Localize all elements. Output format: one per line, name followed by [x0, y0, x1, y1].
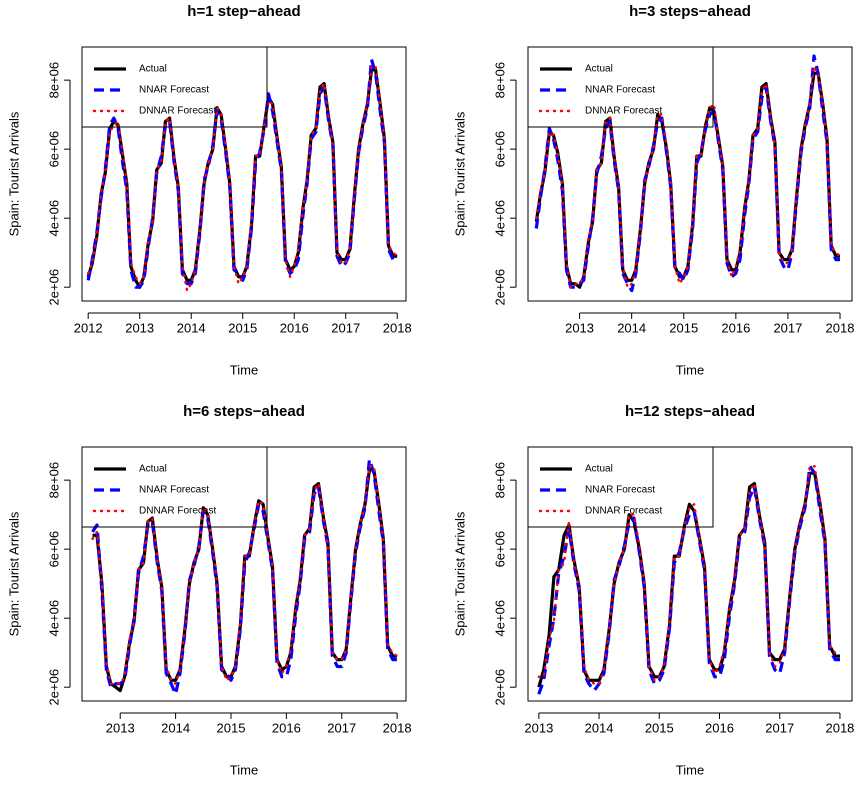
x-axis-label: Time — [676, 362, 704, 377]
y-tick-label: 4e+06 — [46, 600, 61, 637]
series-line — [537, 464, 840, 695]
y-tick-label: 8e+06 — [46, 62, 61, 99]
chart-title: h=1 step−ahead — [187, 3, 300, 20]
x-tick-label: 2018 — [825, 720, 854, 735]
y-tick-label: 2e+06 — [492, 669, 507, 706]
y-tick-label: 8e+06 — [492, 462, 507, 499]
x-tick-label: 2015 — [645, 720, 674, 735]
y-tick-label: 8e+06 — [492, 62, 507, 99]
legend-label: Actual — [585, 64, 613, 75]
series-line — [87, 65, 399, 292]
y-tick-label: 2e+06 — [492, 269, 507, 306]
legend-label: NNAR Forecast — [585, 85, 655, 96]
x-tick-label: 2013 — [524, 720, 553, 735]
x-tick-label: 2018 — [383, 720, 412, 735]
legend-label: NNAR Forecast — [585, 485, 655, 496]
legend-label: Actual — [139, 64, 167, 75]
legend-box — [81, 446, 268, 528]
y-tick-label: 6e+06 — [492, 531, 507, 568]
y-axis-label: Spain: Tourist Arrivals — [6, 511, 21, 636]
y-axis-label: Spain: Tourist Arrivals — [6, 111, 21, 236]
x-tick-label: 2015 — [228, 320, 257, 335]
x-tick-label: 2016 — [272, 720, 301, 735]
x-tick-label: 2015 — [669, 320, 698, 335]
y-tick-label: 2e+06 — [46, 669, 61, 706]
x-axis-label: Time — [230, 762, 258, 777]
x-axis-label: Time — [230, 362, 258, 377]
x-tick-label: 2015 — [217, 720, 246, 735]
x-tick-label: 2012 — [74, 320, 103, 335]
x-tick-label: 2014 — [617, 320, 646, 335]
y-tick-label: 6e+06 — [46, 131, 61, 168]
x-tick-label: 2017 — [765, 720, 794, 735]
legend-label: Actual — [585, 464, 613, 475]
x-tick-label: 2017 — [773, 320, 802, 335]
series-line — [535, 65, 842, 289]
plot-frame — [527, 46, 853, 302]
y-tick-label: 4e+06 — [492, 600, 507, 637]
legend-box — [527, 446, 714, 528]
series-line — [534, 54, 840, 293]
x-tick-label: 2018 — [826, 320, 855, 335]
legend-label: Actual — [139, 464, 167, 475]
x-axis-label: Time — [676, 762, 704, 777]
x-tick-label: 2014 — [177, 320, 206, 335]
y-tick-label: 6e+06 — [492, 131, 507, 168]
series-line — [537, 465, 842, 685]
legend-box — [527, 46, 714, 128]
x-tick-label: 2014 — [161, 720, 190, 735]
x-tick-label: 2014 — [585, 720, 614, 735]
y-axis-label: Spain: Tourist Arrivals — [452, 511, 467, 636]
legend-label: DNNAR Forecast — [585, 106, 662, 117]
legend-label: DNNAR Forecast — [139, 106, 216, 117]
series-line — [86, 68, 398, 289]
y-tick-label: 2e+06 — [46, 269, 61, 306]
legend-label: DNNAR Forecast — [139, 506, 216, 517]
legend-box — [81, 46, 268, 128]
y-tick-label: 4e+06 — [46, 200, 61, 237]
chart-title: h=6 steps−ahead — [183, 403, 305, 420]
x-tick-label: 2016 — [705, 720, 734, 735]
x-tick-label: 2016 — [721, 320, 750, 335]
x-tick-label: 2018 — [383, 320, 412, 335]
x-tick-label: 2013 — [106, 720, 135, 735]
x-tick-label: 2017 — [327, 720, 356, 735]
series-line — [86, 57, 398, 289]
y-axis-label: Spain: Tourist Arrivals — [452, 111, 467, 236]
chart-title: h=12 steps−ahead — [625, 403, 755, 420]
y-tick-label: 6e+06 — [46, 531, 61, 568]
legend-label: DNNAR Forecast — [585, 506, 662, 517]
legend-label: NNAR Forecast — [139, 485, 209, 496]
y-tick-label: 8e+06 — [46, 462, 61, 499]
x-tick-label: 2016 — [280, 320, 309, 335]
y-tick-label: 4e+06 — [492, 200, 507, 237]
x-tick-label: 2013 — [125, 320, 154, 335]
x-tick-label: 2017 — [331, 320, 360, 335]
chart-title: h=3 steps−ahead — [629, 3, 751, 20]
legend-label: NNAR Forecast — [139, 85, 209, 96]
series-line — [91, 465, 399, 685]
x-tick-label: 2013 — [565, 320, 594, 335]
